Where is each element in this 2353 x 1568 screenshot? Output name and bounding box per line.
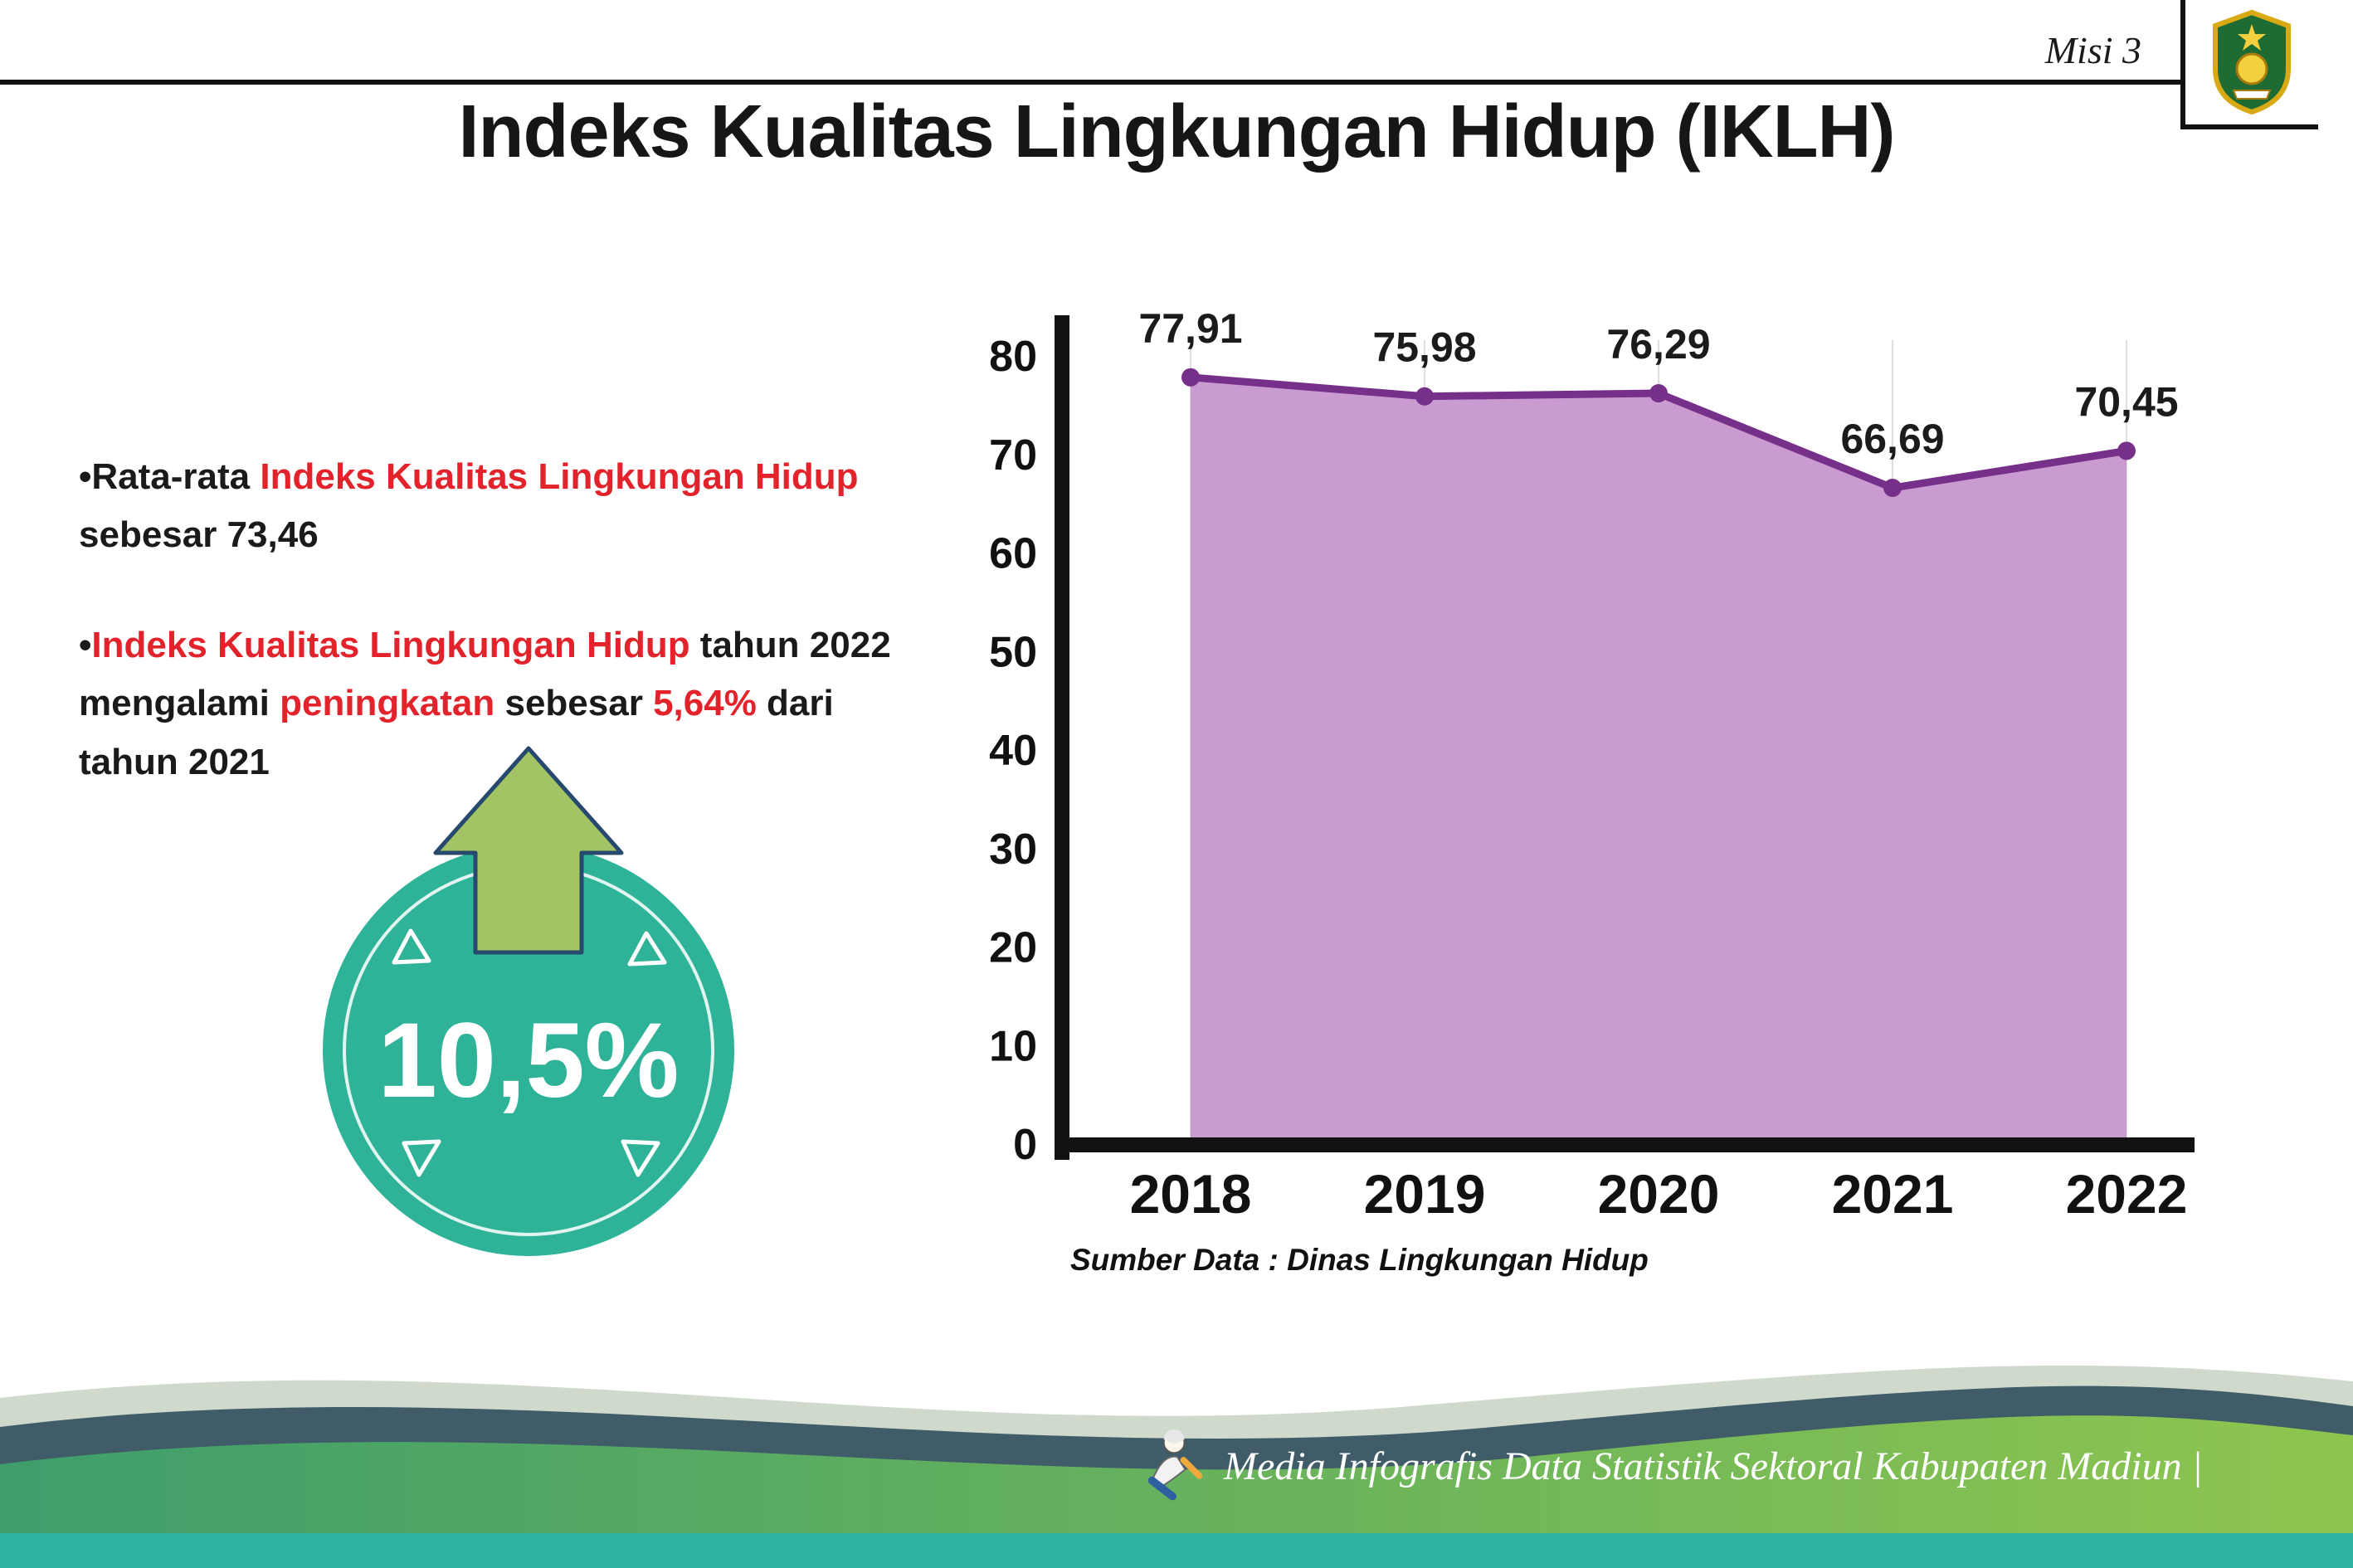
- wave-teal-strip: [0, 1533, 2353, 1568]
- mascot-icon: [1147, 1429, 1203, 1501]
- data-label: 75,98: [1372, 324, 1476, 371]
- data-label: 70,45: [2074, 378, 2178, 425]
- header-divider: [0, 80, 2180, 85]
- data-point: [1883, 479, 1902, 498]
- y-tick-label: 30: [989, 825, 1037, 874]
- y-tick-label: 60: [989, 530, 1037, 578]
- x-tick-label: 2019: [1364, 1163, 1486, 1225]
- data-point: [1181, 368, 1200, 387]
- misi-label: Misi 3: [2044, 29, 2141, 71]
- data-label: 66,69: [1840, 416, 1944, 462]
- triangle-decor-icon: [627, 931, 667, 967]
- y-tick-label: 0: [1013, 1121, 1037, 1169]
- logo-frame: [2180, 0, 2318, 129]
- iklh-chart-svg: 77,91 75,98 76,29 66,69 70,45 0 10 20 30 40 50 60 70…: [989, 305, 2195, 1225]
- footer-caption: Media Infografis Data Statistik Sektoral…: [1224, 1444, 2203, 1488]
- kabupaten-madiun-logo-icon: [2213, 9, 2291, 115]
- y-tick-label: 50: [989, 628, 1037, 676]
- up-arrow-icon: [433, 746, 624, 955]
- x-axis: [1055, 1137, 2195, 1152]
- bullet-increase-iklh: •Indeks Kualitas Lingkungan Hidup tahun …: [79, 624, 891, 782]
- y-tick-label: 70: [989, 431, 1037, 480]
- triangle-decor-icon: [621, 1139, 660, 1177]
- source-note: Sumber Data : Dinas Lingkungan Hidup: [1070, 1243, 1649, 1277]
- y-tick-label: 80: [989, 333, 1037, 381]
- triangle-decor-icon: [392, 928, 431, 965]
- data-point: [1649, 384, 1668, 403]
- x-tick-label: 2021: [1832, 1163, 1954, 1225]
- badge-circle: [323, 845, 734, 1256]
- increase-badge: 10,5%: [323, 746, 734, 1256]
- x-tick-label: 2020: [1598, 1163, 1720, 1225]
- badge-value: 10,5%: [378, 1001, 680, 1120]
- y-tick-label: 40: [989, 727, 1037, 775]
- summary-bullets: •Rata-rata Indeks Kualitas Lingkungan Hi…: [79, 448, 933, 843]
- x-tick-label: 2022: [2066, 1163, 2188, 1225]
- page-title: Indeks Kualitas Lingkungan Hidup (IKLH): [458, 90, 1895, 173]
- wave-green: [0, 1415, 2353, 1568]
- y-tick-label: 10: [989, 1022, 1037, 1070]
- y-tick-label: 20: [989, 924, 1037, 972]
- data-point: [2117, 441, 2136, 460]
- y-axis: [1055, 315, 1069, 1160]
- data-label: 76,29: [1606, 321, 1710, 368]
- data-point: [1415, 387, 1434, 406]
- triangle-decor-icon: [402, 1139, 441, 1177]
- area-fill: [1191, 377, 2126, 1146]
- bullet-average-iklh: •Rata-rata Indeks Kualitas Lingkungan Hi…: [79, 456, 859, 556]
- iklh-chart: 77,91 75,98 76,29 66,69 70,45 0 10 20 30 40 50 60 70…: [938, 305, 2232, 1269]
- footer: Media Infografis Data Statistik Sektoral…: [1128, 1427, 2203, 1506]
- data-label: 77,91: [1138, 307, 1242, 352]
- x-tick-label: 2018: [1130, 1163, 1252, 1225]
